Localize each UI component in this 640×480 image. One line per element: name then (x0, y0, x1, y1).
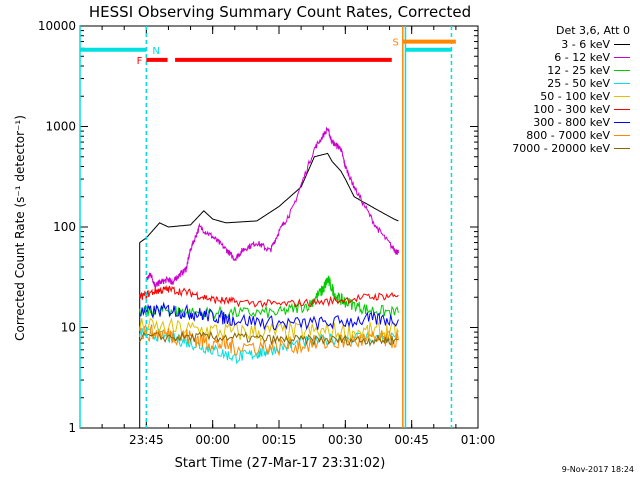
timestamp: 9-Nov-2017 18:24 (561, 465, 634, 474)
flag-label-S: S (392, 38, 398, 49)
x-tick-label: 01:00 (461, 433, 496, 447)
x-tick-label: 00:45 (394, 433, 429, 447)
series-line-300-800-keV (139, 301, 399, 331)
legend-item: 300 - 800 keV (480, 116, 634, 129)
x-tick-label: 00:00 (195, 433, 230, 447)
x-tick-label: 23:45 (129, 433, 164, 447)
legend-swatch (614, 135, 630, 136)
series-line-25-50-keV (139, 327, 399, 365)
legend-label: 3 - 6 keV (561, 38, 610, 51)
legend-swatch (614, 44, 630, 45)
legend-label: 12 - 25 keV (547, 64, 610, 77)
series-line-12-25-keV (139, 275, 399, 321)
legend-item: 12 - 25 keV (480, 64, 634, 77)
legend-swatch (614, 122, 630, 123)
x-axis-label: Start Time (27-Mar-17 23:31:02) (175, 456, 386, 471)
chart-title: HESSI Observing Summary Count Rates, Cor… (89, 3, 471, 21)
flag-label-N: N (152, 46, 159, 57)
series-line-100-300-keV (139, 284, 399, 309)
x-tick-label: 00:30 (328, 433, 363, 447)
legend-swatch (614, 70, 630, 71)
legend-header: Det 3,6, Att 0 (556, 24, 630, 37)
legend-swatch (614, 83, 630, 84)
flag-label-F: F (137, 56, 143, 67)
legend-item: 25 - 50 keV (480, 77, 634, 90)
legend-label: 300 - 800 keV (533, 116, 610, 129)
series-line-50-100-keV (139, 317, 399, 343)
legend-item: 50 - 100 keV (480, 90, 634, 103)
series-line-800-7000-keV (139, 323, 399, 357)
series-line-7000-20000-keV (139, 330, 399, 347)
legend-swatch (614, 148, 630, 149)
series-line-3-6-keV (139, 152, 399, 428)
legend-label: 6 - 12 keV (554, 51, 610, 64)
y-tick-label: 10 (61, 321, 76, 335)
legend-item: 7000 - 20000 keV (480, 142, 634, 155)
x-tick-label: 00:15 (262, 433, 297, 447)
y-axis-label: Corrected Count Rate (s⁻¹ detector⁻¹) (13, 115, 27, 341)
legend-label: 800 - 7000 keV (526, 129, 610, 142)
y-tick-label: 10000 (38, 19, 76, 33)
y-tick-label: 1000 (45, 120, 76, 134)
legend-item: 6 - 12 keV (480, 51, 634, 64)
legend-swatch (614, 96, 630, 97)
y-tick-label: 1 (68, 421, 76, 435)
legend-label: 25 - 50 keV (547, 77, 610, 90)
legend: Det 3,6, Att 0 3 - 6 keV 6 - 12 keV 12 - 2… (480, 24, 634, 155)
plot-area: 1 10 100 1000 10000 23:45 00:00 00:15 00:30 00:45… (38, 19, 495, 447)
legend-item: 100 - 300 keV (480, 103, 634, 116)
legend-item: 3 - 6 keV (480, 38, 634, 51)
legend-label: 100 - 300 keV (533, 103, 610, 116)
series-line-6-12-keV (146, 126, 399, 289)
legend-item: 800 - 7000 keV (480, 129, 634, 142)
legend-label: 7000 - 20000 keV (512, 142, 610, 155)
y-tick-label: 100 (53, 220, 76, 234)
legend-entries: 3 - 6 keV 6 - 12 keV 12 - 25 keV 25 - 50 ke… (480, 38, 634, 155)
legend-swatch (614, 109, 630, 110)
legend-label: 50 - 100 keV (540, 90, 610, 103)
legend-swatch (614, 57, 630, 58)
